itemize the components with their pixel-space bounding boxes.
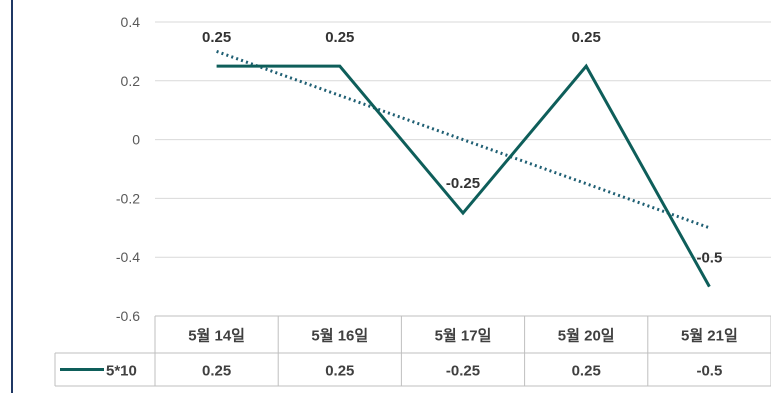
data-table: 5월 14일 5월 16일 5월 17일 5월 20일 5월 21일 0.25 0.25 -0… (54, 315, 771, 387)
data-label: -0.5 (696, 250, 722, 267)
linear-trendline (216, 49, 710, 230)
legend-series-label: 5*10 (106, 363, 137, 380)
x-category-label: 5월 16일 (311, 328, 368, 345)
y-tick-label: -0.6 (116, 308, 140, 324)
data-table-cell: -0.25 (446, 363, 480, 380)
data-table-cell: 0.25 (572, 363, 601, 380)
data-table-cell: -0.5 (696, 363, 722, 380)
data-label: 0.25 (572, 29, 601, 46)
gridlines (155, 21, 771, 258)
y-tick-label: 0 (132, 132, 140, 148)
x-category-label: 5월 14일 (188, 328, 245, 345)
chart-frame-left-border (11, 0, 13, 393)
data-label: -0.25 (446, 175, 480, 192)
x-category-label: 5월 17일 (435, 328, 492, 345)
data-label: 0.25 (202, 29, 231, 46)
data-table-cell: 0.25 (202, 363, 231, 380)
data-label: 0.25 (325, 29, 354, 46)
y-axis-tick-labels: 0.4 0.2 0 -0.2 -0.4 -0.6 (116, 14, 140, 324)
y-tick-label: 0.4 (121, 14, 141, 30)
x-category-label: 5월 21일 (681, 328, 738, 345)
y-tick-label: -0.4 (116, 249, 140, 265)
trendline (216, 49, 710, 230)
x-category-label: 5월 20일 (558, 328, 615, 345)
y-tick-label: -0.2 (116, 190, 140, 206)
series-lines (216, 63, 711, 288)
data-table-cell: 0.25 (325, 363, 354, 380)
data-labels: 0.25 0.25 -0.25 0.25 -0.5 (202, 29, 722, 267)
y-tick-label: 0.2 (121, 73, 141, 89)
